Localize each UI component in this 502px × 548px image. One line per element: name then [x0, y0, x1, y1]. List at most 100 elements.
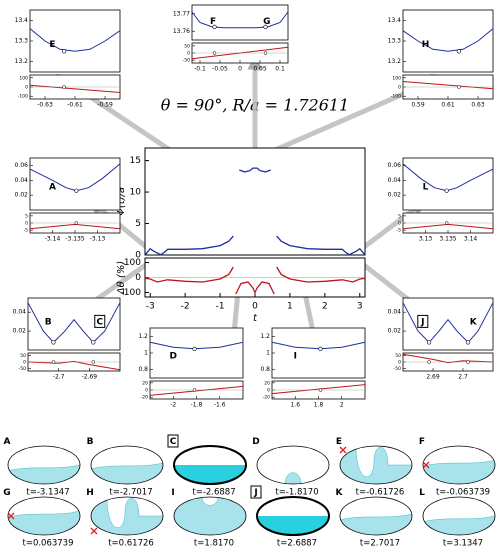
x-tick-label: 0.63 — [471, 102, 485, 109]
y-tick-label: 0.04 — [13, 309, 27, 316]
inset-lower-line — [402, 81, 494, 90]
inset-line — [402, 302, 494, 344]
y-tick-label: 5 — [135, 219, 141, 229]
shape-time: t=1.8170 — [194, 539, 234, 548]
inset-frame — [402, 157, 494, 211]
shape-time: t=-2.7017 — [109, 488, 152, 498]
y-tick-label: 100 — [19, 75, 28, 81]
inset-lower-line — [402, 223, 494, 230]
liquid — [91, 497, 163, 535]
y-tick-label: -5 — [24, 228, 29, 234]
y-tick-label: 0 — [135, 251, 141, 261]
shape-letter: A — [4, 437, 11, 447]
inset-frame — [271, 327, 366, 379]
x-tick-label: -2.7 — [53, 374, 65, 381]
container — [90, 496, 164, 536]
y-tick-label: 1.2 — [260, 333, 270, 340]
x-tick-label: 3 — [357, 302, 363, 312]
shape-letter: G — [3, 488, 10, 498]
inset-frame — [29, 9, 121, 73]
y-tick-label: 20 — [142, 380, 148, 386]
data-line — [144, 167, 366, 256]
x-tick-label: -0.05 — [212, 66, 228, 73]
x-tick-label: -3.135 — [65, 236, 85, 243]
y-tick-label: 1 — [266, 350, 270, 357]
y-tick-label: 5 — [25, 213, 28, 219]
x-tick-label: -3.14 — [45, 236, 61, 243]
shape-letter: K — [336, 488, 344, 498]
marker-point — [74, 188, 79, 193]
shape-time: t=2.7017 — [360, 539, 400, 548]
y-tick-label: 0 — [135, 273, 141, 283]
shape-time: t=-0.61726 — [356, 488, 405, 498]
x-tick-label: -0.59 — [97, 102, 113, 109]
shape-letter: E — [336, 437, 342, 447]
shape-time: t=3.1347 — [443, 539, 483, 548]
inset-frame — [191, 4, 289, 41]
x-tick-label: -3 — [146, 302, 155, 312]
x-tick-label: 0 — [252, 302, 258, 312]
shape-time: t=-0.063739 — [436, 488, 490, 498]
x-tick-label: 0 — [238, 66, 242, 73]
letter-box — [94, 314, 106, 328]
y-tick-label: 5 — [398, 213, 401, 219]
y-tick-label: 13.77 — [173, 10, 190, 17]
x-tick-label: 2 — [340, 402, 344, 409]
marker-point — [51, 340, 56, 345]
y-tick-label: 0.02 — [13, 328, 27, 335]
y-axis-label: Ψ(t)/a — [116, 187, 127, 216]
inset-lower-line — [402, 353, 494, 364]
y-tick-label: -100 — [391, 94, 401, 100]
inset-lower-line — [149, 385, 244, 396]
shape-cell: Ht=0.61726 — [86, 488, 164, 548]
liquid — [340, 513, 412, 535]
y-tick-label: 13.2 — [15, 58, 29, 65]
container — [173, 496, 247, 536]
point-letter: J — [420, 317, 424, 327]
shape-cell: Kt=2.7017 — [336, 488, 413, 548]
x-tick-label: 2.69 — [426, 374, 440, 381]
shape-cell: Dt=-1.8170 — [252, 437, 330, 498]
point-letter: H — [422, 40, 430, 50]
shape-cell: Gt=0.063739 — [3, 488, 81, 548]
inset-lower-line — [271, 384, 366, 395]
y-tick-label: 0 — [398, 360, 401, 366]
y-tick-label: 0.02 — [15, 192, 29, 199]
marker-point-lower — [466, 360, 470, 364]
shape-letter: F — [419, 437, 425, 447]
y-tick-label: 0 — [187, 51, 190, 57]
y-tick-label: 100 — [124, 258, 141, 268]
x-tick-label: -0.63 — [37, 102, 53, 109]
liquid — [423, 459, 495, 484]
inset-frame — [27, 297, 121, 351]
marker-point-lower — [62, 85, 66, 89]
container — [256, 496, 330, 536]
x-tick-label: 2.7 — [458, 374, 468, 381]
x-tick-label: -1 — [216, 302, 225, 312]
x-tick-label: 1.8 — [314, 402, 324, 409]
liquid-full — [257, 516, 329, 535]
shape-letter: L — [419, 488, 425, 498]
marker-point-lower — [192, 388, 197, 392]
y-tick-label: 13.4 — [15, 17, 29, 24]
marker-point-lower — [91, 360, 96, 364]
x-tick-label: 1 — [287, 302, 293, 312]
y-tick-label: 1.2 — [138, 333, 148, 340]
y-axis-label: Δθ (%) — [116, 261, 127, 295]
shape-letter: H — [86, 488, 94, 498]
inset-lower-line — [29, 84, 121, 93]
point-letter: B — [45, 317, 52, 327]
shape-time: t=-1.8170 — [275, 488, 318, 498]
y-tick-label: 0 — [25, 85, 28, 91]
x-tick-label: -1.8 — [191, 402, 203, 409]
container — [173, 445, 247, 485]
x-tick-label: 0.61 — [441, 102, 455, 109]
shape-cell: Ct=-2.6887 — [167, 434, 247, 498]
contact-mark — [7, 512, 15, 520]
y-tick-label: 0.04 — [15, 177, 29, 184]
y-tick-label: -100 — [121, 288, 142, 298]
plot-frame — [144, 147, 366, 256]
shape-letter: I — [171, 488, 174, 498]
x-tick-label: 0.05 — [253, 66, 267, 73]
shape-time: t=-2.6887 — [192, 488, 235, 498]
